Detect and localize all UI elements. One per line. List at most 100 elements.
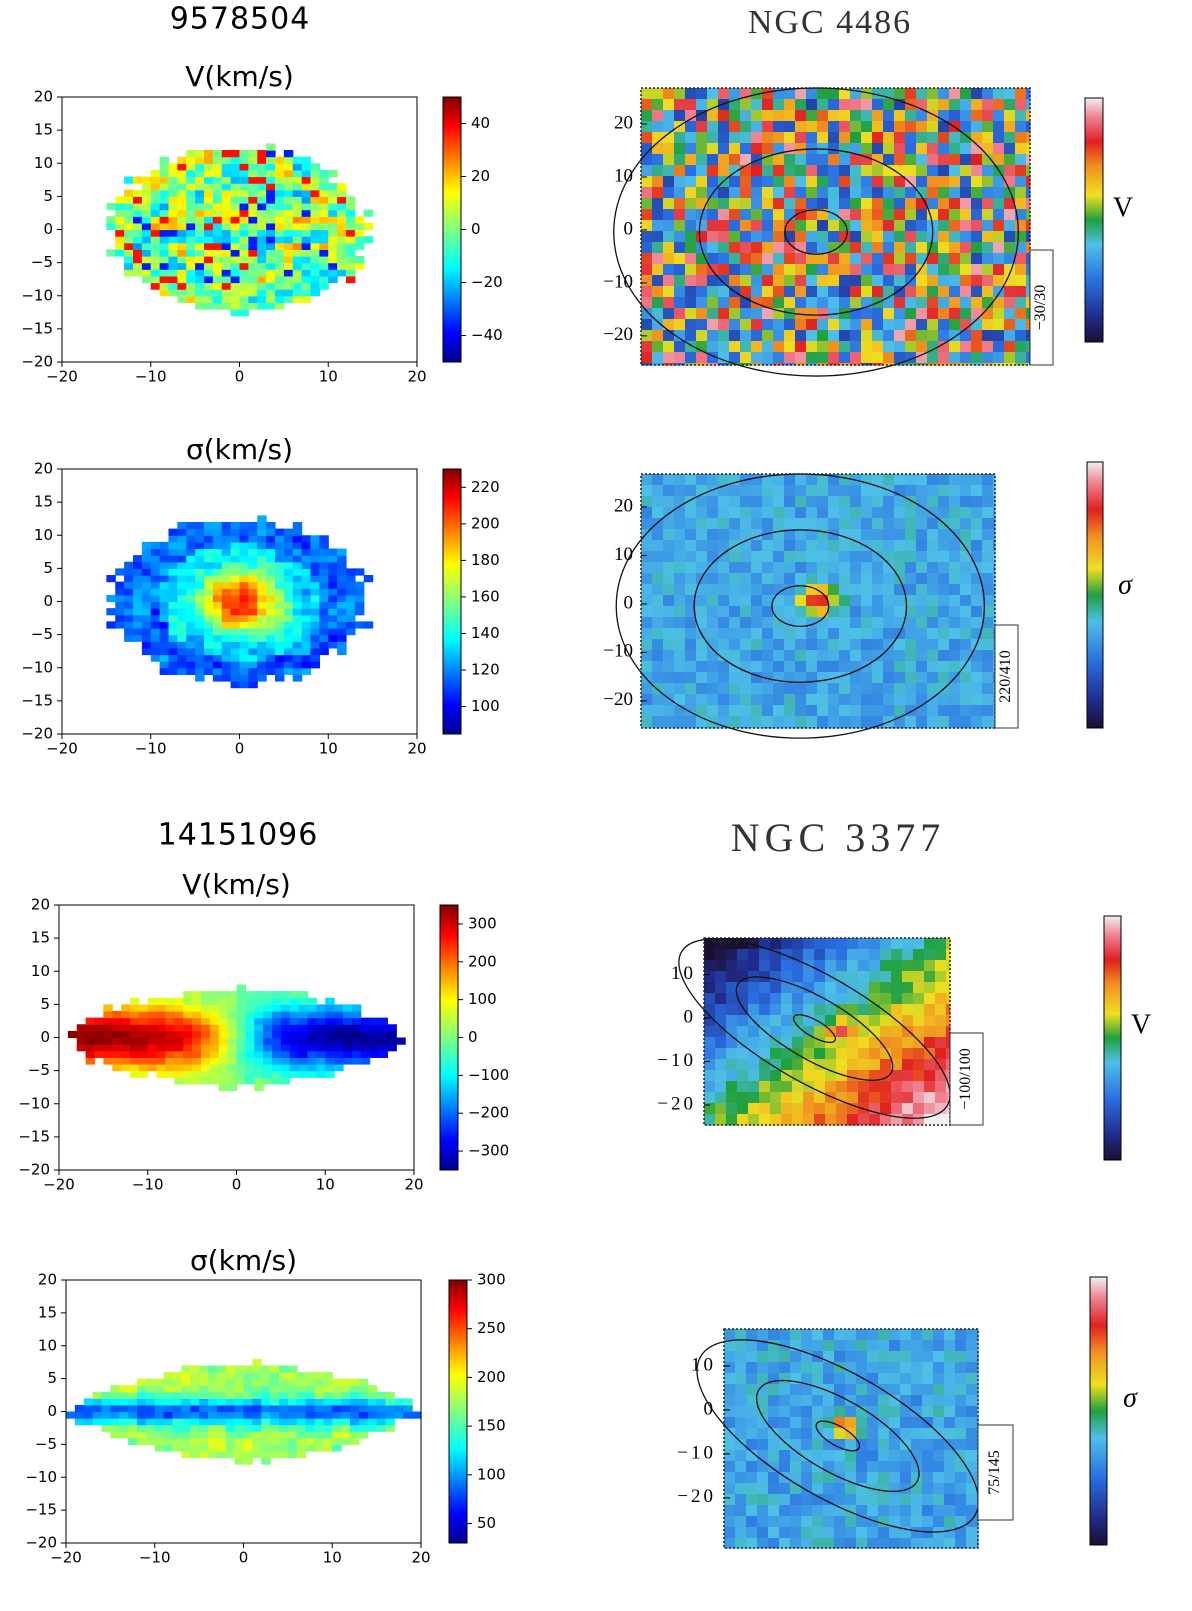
- map-pixel: [275, 249, 284, 256]
- map-pixel: [183, 998, 192, 1005]
- map-pixel: [781, 1081, 793, 1093]
- map-pixel: [801, 1406, 813, 1418]
- map-pixel: [254, 1038, 263, 1045]
- map-pixel: [696, 595, 708, 607]
- map-pixel: [133, 177, 142, 184]
- map-pixel: [210, 1064, 219, 1071]
- map-pixel: [177, 588, 186, 595]
- map-pixel: [217, 1372, 226, 1379]
- map-pixel: [186, 621, 195, 628]
- map-pixel: [240, 568, 249, 575]
- map-pixel: [828, 551, 840, 563]
- map-pixel: [370, 1031, 379, 1038]
- map-pixel: [652, 617, 664, 629]
- map-pixel: [130, 998, 139, 1005]
- map-pixel: [850, 176, 862, 188]
- map-pixel: [674, 264, 686, 276]
- map-pixel: [306, 1372, 315, 1379]
- map-pixel: [916, 88, 928, 100]
- map-pixel: [724, 1516, 736, 1528]
- map-pixel: [828, 595, 840, 607]
- map-pixel: [257, 542, 266, 549]
- map-pixel: [254, 1004, 263, 1011]
- map-pixel: [768, 1351, 780, 1363]
- map-pixel: [160, 562, 169, 569]
- map-pixel: [641, 573, 653, 585]
- map-pixel: [279, 1438, 288, 1445]
- map-pixel: [839, 341, 851, 353]
- map-pixel: [971, 584, 983, 596]
- map-pixel: [240, 595, 249, 602]
- map-pixel: [228, 991, 237, 998]
- map-pixel: [792, 1070, 804, 1082]
- x-tick-label: 10: [319, 368, 338, 386]
- map-pixel: [396, 1038, 405, 1045]
- map-pixel: [839, 297, 851, 309]
- map-pixel: [715, 993, 727, 1005]
- map-pixel: [222, 608, 231, 615]
- map-pixel: [773, 507, 785, 519]
- map-pixel: [112, 1038, 121, 1045]
- map-pixel: [927, 121, 939, 133]
- y-tick-label: 10: [614, 165, 633, 186]
- map-pixel: [346, 203, 355, 210]
- map-pixel: [770, 1114, 782, 1126]
- map-pixel: [867, 1428, 879, 1440]
- map-pixel: [924, 1081, 936, 1093]
- map-pixel: [751, 99, 763, 111]
- map-pixel: [911, 1428, 923, 1440]
- map-pixel: [746, 1406, 758, 1418]
- map-pixel: [773, 132, 785, 144]
- map-pixel: [213, 170, 222, 177]
- map-pixel: [169, 568, 178, 575]
- map-pixel: [933, 1329, 945, 1341]
- map-pixel: [768, 1439, 780, 1451]
- map-pixel: [160, 269, 169, 276]
- map-pixel: [971, 507, 983, 519]
- map-pixel: [726, 1081, 738, 1093]
- map-pixel: [319, 170, 328, 177]
- map-pixel: [916, 110, 928, 122]
- map-pixel: [933, 1362, 945, 1374]
- map-pixel: [160, 641, 169, 648]
- map-pixel: [346, 263, 355, 270]
- map-pixel: [729, 88, 741, 100]
- map-pixel: [186, 522, 195, 529]
- map-pixel: [319, 203, 328, 210]
- map-pixel: [275, 230, 284, 237]
- map-pixel: [880, 1026, 892, 1038]
- map-pixel: [718, 253, 730, 265]
- map-pixel: [872, 529, 884, 541]
- map-pixel: [119, 1405, 128, 1412]
- map-pixel: [319, 276, 328, 283]
- x-tick-label: 10: [319, 740, 338, 758]
- map-pixel: [715, 1114, 727, 1126]
- map-pixel: [905, 617, 917, 629]
- map-pixel: [652, 474, 664, 486]
- map-pixel: [192, 1018, 201, 1025]
- map-pixel: [927, 606, 939, 618]
- map-pixel: [707, 683, 719, 695]
- map-pixel: [1004, 99, 1016, 111]
- map-pixel: [319, 575, 328, 582]
- map-pixel: [337, 249, 346, 256]
- map-pixel: [762, 551, 774, 563]
- map-pixel: [288, 1444, 297, 1451]
- map-pixel: [195, 635, 204, 642]
- map-pixel: [795, 286, 807, 298]
- map-pixel: [993, 330, 1005, 342]
- map-pixel: [938, 672, 950, 684]
- map-pixel: [151, 249, 160, 256]
- map-pixel: [364, 575, 373, 582]
- map-pixel: [889, 1483, 901, 1495]
- map-pixel: [115, 216, 124, 223]
- map-pixel: [913, 1092, 925, 1104]
- map-pixel: [341, 1405, 350, 1412]
- map-pixel: [169, 655, 178, 662]
- map-pixel: [254, 991, 263, 998]
- map-pixel: [839, 518, 851, 530]
- map-pixel: [121, 1064, 130, 1071]
- map-pixel: [222, 648, 231, 655]
- map-pixel: [704, 1037, 716, 1049]
- map-pixel: [115, 595, 124, 602]
